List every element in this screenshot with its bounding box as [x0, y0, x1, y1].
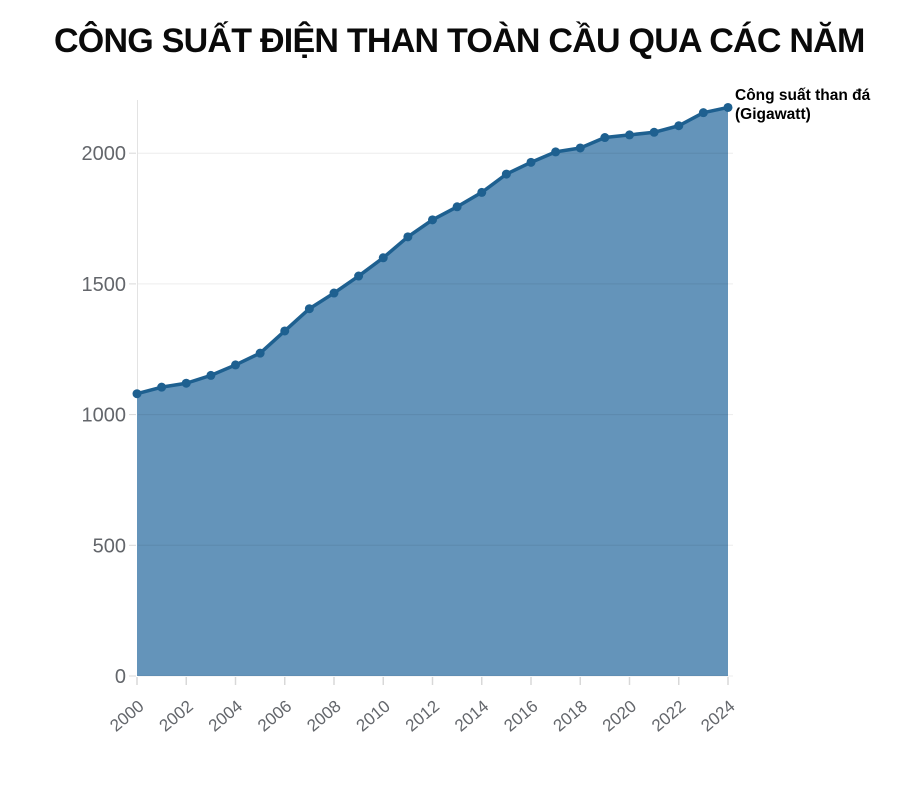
svg-text:2018: 2018: [550, 697, 591, 736]
series-legend-label: Công suất than đá: [735, 87, 871, 104]
svg-text:2022: 2022: [648, 697, 689, 736]
svg-text:2020: 2020: [599, 697, 640, 736]
gridlines: [129, 152, 733, 677]
data-points: [132, 102, 733, 399]
svg-text:2000: 2000: [82, 143, 127, 165]
svg-text:2016: 2016: [500, 697, 541, 736]
y-axis-labels: 0 500 1000 1500 2000: [82, 143, 127, 688]
svg-text:2012: 2012: [402, 697, 443, 736]
svg-text:2010: 2010: [353, 697, 394, 736]
svg-text:2000: 2000: [106, 697, 147, 736]
svg-text:0: 0: [115, 666, 126, 688]
x-axis-ticks: [136, 677, 729, 685]
series-legend-unit: (Gigawatt): [735, 106, 811, 123]
svg-text:2006: 2006: [254, 697, 295, 736]
svg-text:1500: 1500: [82, 274, 127, 296]
area-fill: [137, 107, 728, 676]
svg-text:2014: 2014: [451, 697, 492, 736]
svg-text:500: 500: [93, 535, 126, 557]
svg-text:2004: 2004: [205, 697, 246, 736]
svg-text:2008: 2008: [303, 697, 344, 736]
series-legend: Công suất than đá (Gigawatt): [735, 86, 895, 124]
chart-title: CÔNG SUẤT ĐIỆN THAN TOÀN CẦU QUA CÁC NĂM: [54, 22, 865, 60]
svg-text:2002: 2002: [156, 697, 197, 736]
svg-text:2024: 2024: [697, 697, 738, 736]
x-axis-labels: 2000 2002 2004 2006 2008 2010 2012 2014 2016 2018…: [106, 697, 738, 736]
svg-text:1000: 1000: [82, 405, 127, 427]
